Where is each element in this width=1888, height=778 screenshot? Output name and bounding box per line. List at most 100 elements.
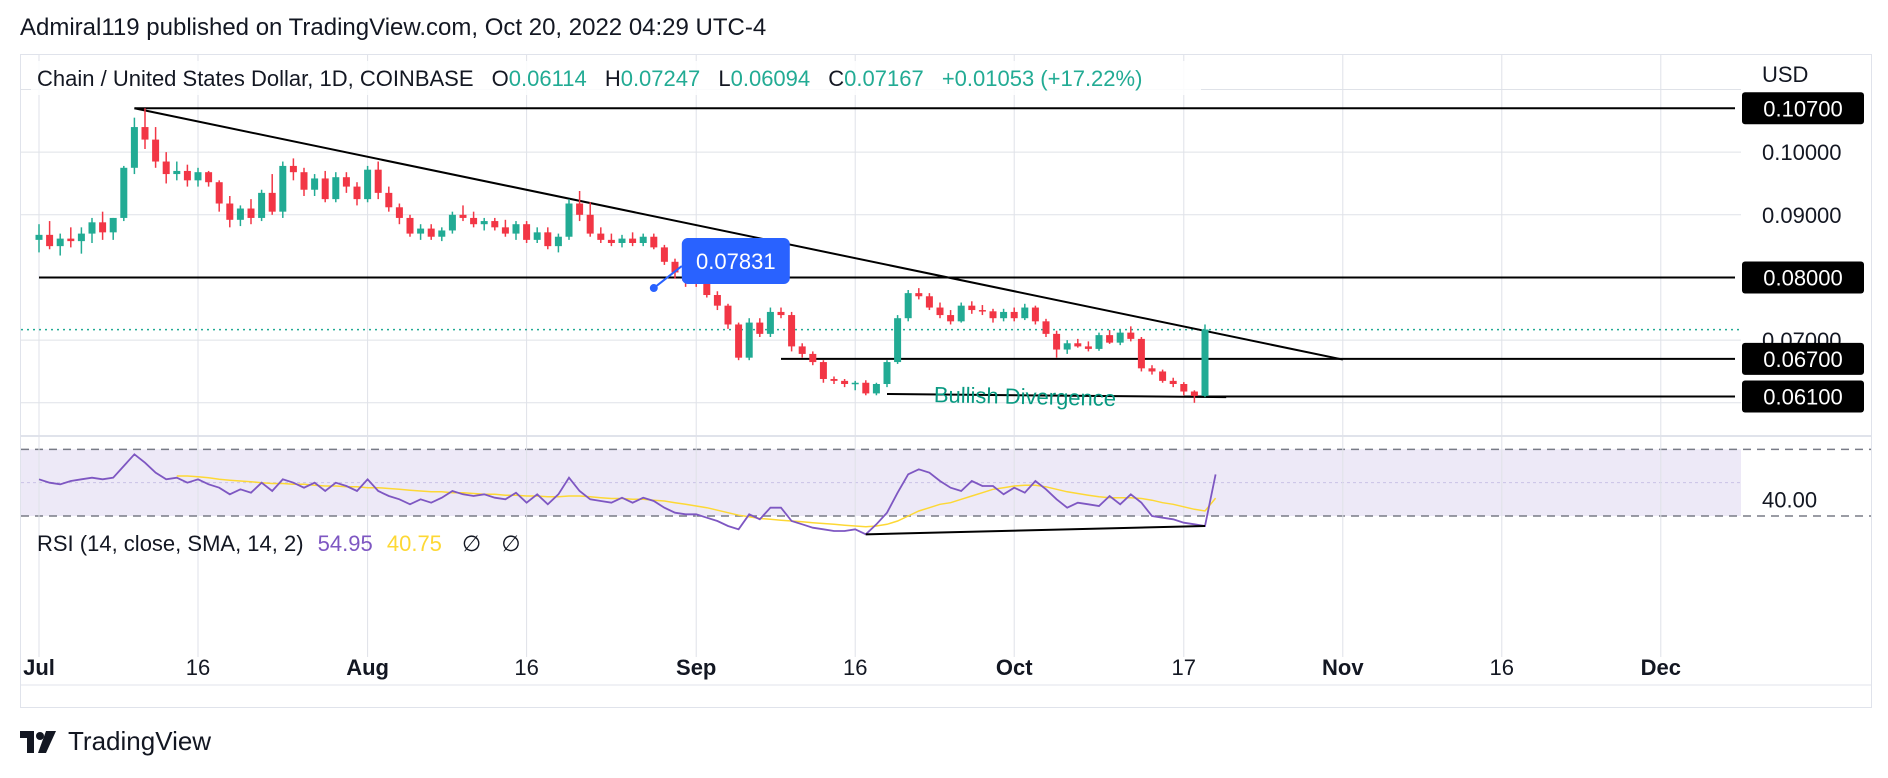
- candle-body: [1042, 321, 1050, 334]
- candle-body: [470, 217, 478, 225]
- chart-legend[interactable]: Chain / United States Dollar, 1D, COINBA…: [37, 66, 1142, 91]
- x-tick-label: 16: [1490, 655, 1514, 680]
- x-tick-label: Sep: [676, 655, 716, 680]
- candle-body: [1169, 380, 1177, 384]
- tradingview-logo[interactable]: TradingView: [20, 726, 211, 757]
- candle-body: [788, 315, 796, 347]
- legend-change: +0.01053 (+17.22%): [942, 66, 1143, 91]
- candle-body: [713, 295, 721, 306]
- chart-canvas[interactable]: Bullish Divergence Jul 16 Aug 16 Sep 16 Oct 17 N…: [21, 55, 1871, 707]
- candle-body: [989, 311, 997, 319]
- candle-body: [947, 315, 955, 322]
- candle-body: [978, 310, 986, 312]
- x-tick-label: Dec: [1641, 655, 1681, 680]
- candle-body: [395, 207, 403, 218]
- candle-body: [205, 172, 213, 183]
- candle-body: [1000, 311, 1008, 319]
- candle-body: [523, 224, 531, 240]
- candle-body: [491, 221, 499, 228]
- candle-body: [565, 203, 573, 237]
- candle-body: [904, 293, 912, 319]
- candle-body: [1074, 343, 1082, 347]
- candle-body: [406, 217, 414, 234]
- drawing-lines-layer: Bullish Divergence: [21, 107, 1741, 411]
- candle-body: [576, 203, 584, 215]
- candle-body: [1021, 307, 1029, 319]
- legend-close-value: 0.07167: [844, 66, 924, 91]
- candle-body: [385, 192, 393, 208]
- tradingview-brand-text: TradingView: [68, 726, 212, 756]
- candle-body: [798, 346, 806, 354]
- candle-body: [650, 236, 658, 248]
- rsi-y-tick-label: 40.00: [1762, 487, 1817, 512]
- candle-body: [1148, 368, 1156, 372]
- candle-body: [236, 208, 244, 220]
- legend-high-value: 0.07247: [621, 66, 701, 91]
- x-tick-label: Jul: [23, 655, 55, 680]
- rsi-legend-label: RSI (14, close, SMA, 14, 2): [37, 531, 304, 556]
- annotation-bullish-divergence: Bullish Divergence: [934, 382, 1117, 411]
- callout-label: 0.07831: [696, 249, 776, 274]
- candle-body: [35, 234, 43, 240]
- candle-body: [660, 247, 668, 262]
- x-tick-label: 16: [843, 655, 867, 680]
- price-markers-layer: 0.07831 0.10700 0.08000 0.06700 0.06100: [649, 92, 1864, 413]
- price-marker-label: 0.10700: [1763, 96, 1843, 121]
- y-tick-label: 0.09000: [1762, 203, 1842, 228]
- candle-body: [258, 192, 266, 218]
- candle-body: [1159, 371, 1167, 381]
- candle-body: [841, 380, 849, 384]
- price-marker-tag: [1742, 92, 1864, 125]
- callout-box: [681, 238, 790, 285]
- candle-body: [332, 177, 340, 200]
- axis-layer: Jul 16 Aug 16 Sep 16 Oct 17 Nov 16 Dec 0.10000 0.090…: [23, 140, 1841, 680]
- candle-body: [862, 382, 870, 394]
- x-tick-label: 16: [514, 655, 538, 680]
- candle-body: [1190, 391, 1198, 396]
- tradingview-logo-icon: [20, 730, 56, 753]
- candle-body: [819, 362, 827, 379]
- y-tick-label: 0.10000: [1762, 140, 1842, 165]
- candle-body: [1031, 307, 1039, 322]
- candle-body: [88, 222, 96, 234]
- rsi-line: [38, 453, 1217, 536]
- candle-body: [173, 170, 181, 175]
- rsi-legend[interactable]: RSI (14, close, SMA, 14, 2) 54.95 40.75 …: [37, 531, 521, 556]
- candle-body: [1127, 332, 1135, 339]
- candle-body: [1095, 335, 1103, 349]
- candle-body: [586, 214, 594, 234]
- candle-body: [311, 178, 319, 190]
- rsi-legend-rsi-value: 54.95: [318, 531, 373, 556]
- price-marker-tag: [1742, 380, 1864, 413]
- candle-body: [152, 139, 160, 162]
- candle-body: [597, 233, 605, 240]
- candle-body: [342, 177, 350, 187]
- chart-frame[interactable]: Bullish Divergence Jul 16 Aug 16 Sep 16 Oct 17 N…: [20, 54, 1872, 708]
- candle-body: [925, 296, 933, 308]
- x-tick-label: Oct: [996, 655, 1033, 680]
- candle-body: [554, 236, 562, 247]
- candle-body: [830, 378, 838, 381]
- price-marker-tag: [1742, 261, 1864, 294]
- candle-body: [883, 362, 891, 384]
- legend-open-value: 0.06114: [509, 66, 587, 91]
- rsi-legend-sma-value: 40.75: [387, 531, 442, 556]
- candle-body: [56, 238, 64, 247]
- candle-body: [607, 239, 615, 243]
- legend-backdrop: [31, 61, 1201, 95]
- drawing-line: [886, 393, 1227, 399]
- candle-body: [501, 227, 509, 234]
- candle-body: [745, 322, 753, 358]
- candle-body: [639, 236, 647, 243]
- legend-close-label: C: [828, 66, 844, 91]
- candle-body: [809, 353, 817, 363]
- candle-body: [1180, 384, 1188, 392]
- legend-high-label: H: [605, 66, 621, 91]
- candle-body: [777, 311, 785, 316]
- price-marker-label: 0.06700: [1763, 347, 1843, 372]
- candle-body: [46, 234, 54, 247]
- candle-body: [353, 186, 361, 200]
- candle-body: [120, 167, 128, 218]
- candle-body: [618, 238, 626, 243]
- price-marker-tag: [1742, 342, 1864, 375]
